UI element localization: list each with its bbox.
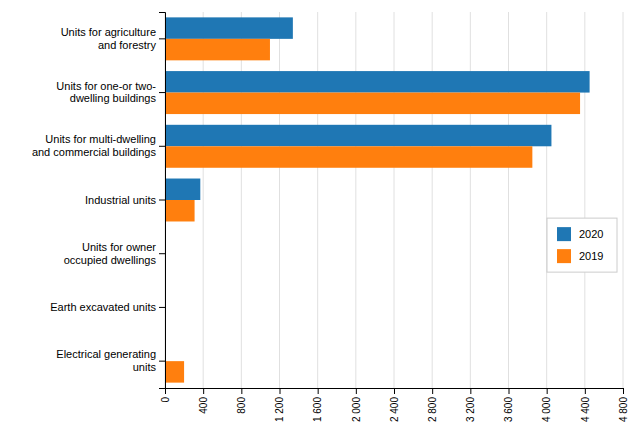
tick-label: Units for owneroccupied dwellings xyxy=(64,241,157,266)
tick-mark xyxy=(356,388,357,394)
bar-series xyxy=(165,39,580,383)
tick-mark xyxy=(159,38,165,39)
tick-mark xyxy=(547,388,548,394)
bar xyxy=(165,125,551,146)
tick: Industrial units xyxy=(85,194,165,206)
tick-mark xyxy=(159,253,165,254)
legend-swatch xyxy=(557,249,571,263)
tick-label: 2 800 xyxy=(427,397,438,422)
legend-frame xyxy=(547,218,617,272)
grid-line xyxy=(546,12,547,388)
tick-label: 4 000 xyxy=(541,397,552,422)
grid-line xyxy=(470,12,471,388)
tick-mark xyxy=(159,307,165,308)
tick-label: Units for one-or two-dwelling buildings xyxy=(56,80,156,105)
tick-mark xyxy=(432,388,433,394)
tick: 400 xyxy=(198,388,209,414)
tick: Units for one-or two-dwelling buildings xyxy=(56,80,165,105)
bar xyxy=(165,93,580,114)
tick: 800 xyxy=(236,388,247,414)
tick: 0 xyxy=(160,388,171,403)
bar xyxy=(165,39,270,60)
axis-line xyxy=(159,13,166,389)
tick: 2 000 xyxy=(351,388,362,422)
tick: 1 600 xyxy=(312,388,323,422)
tick-label: Industrial units xyxy=(85,194,156,206)
tick-mark xyxy=(318,388,319,394)
tick-mark xyxy=(509,388,510,394)
bar xyxy=(165,200,195,221)
bars xyxy=(165,17,590,382)
grid-line xyxy=(317,12,318,388)
tick: 3 600 xyxy=(503,388,514,422)
tick-label: 2 400 xyxy=(389,397,400,422)
grid-line xyxy=(623,12,624,388)
tick-label: Earth excavated units xyxy=(50,301,156,313)
tick: Electrical generatingunits xyxy=(56,348,165,373)
tick: Units for agricultureand forestry xyxy=(61,26,165,51)
tick-mark xyxy=(280,388,281,394)
tick: 1 200 xyxy=(274,388,285,422)
tick-label: 400 xyxy=(198,397,209,414)
tick-label: Units for multi-dwellingand commercial b… xyxy=(32,133,157,158)
grid-line xyxy=(241,12,242,388)
tick-mark xyxy=(470,388,471,394)
tick-mark xyxy=(203,388,204,394)
bar xyxy=(165,17,293,38)
tick-label: Electrical generatingunits xyxy=(56,348,156,373)
tick-label: Units for agricultureand forestry xyxy=(61,26,157,51)
tick-label: 1 600 xyxy=(312,397,323,422)
tick-mark xyxy=(623,388,624,394)
tick: 3 200 xyxy=(465,388,476,422)
tick-mark xyxy=(585,388,586,394)
bar xyxy=(165,71,590,92)
tick-mark xyxy=(159,200,165,201)
tick-mark xyxy=(159,92,165,93)
bar xyxy=(165,361,184,382)
bar xyxy=(165,146,532,167)
grid-line xyxy=(279,12,280,388)
tick-label: 4 800 xyxy=(618,397,629,422)
tick: Units for multi-dwellingand commercial b… xyxy=(32,133,165,158)
axis-line xyxy=(166,389,624,395)
grid-line xyxy=(394,12,395,388)
tick: Earth excavated units xyxy=(50,301,165,313)
bar xyxy=(165,179,200,200)
legend-label: 2020 xyxy=(579,228,603,240)
grid-line xyxy=(355,12,356,388)
tick: 2 400 xyxy=(389,388,400,422)
bar-series xyxy=(165,17,590,361)
y-axis: Units for agricultureand forestry Units f… xyxy=(32,13,166,389)
tick-label: 4 400 xyxy=(580,397,591,422)
grid-line xyxy=(584,12,585,388)
legend-entry: 2019 xyxy=(557,249,603,263)
x-axis: 0 400 800 1 200 1 600 2 000 2 400 2 800 3 200 3 6… xyxy=(160,388,629,422)
tick-label: 0 xyxy=(160,397,171,403)
tick: Units for owneroccupied dwellings xyxy=(64,241,165,266)
tick-mark xyxy=(241,388,242,394)
grid-line xyxy=(203,12,204,388)
tick-label: 3 600 xyxy=(503,397,514,422)
tick: 4 400 xyxy=(580,388,591,422)
grid xyxy=(165,12,623,388)
grid-line xyxy=(432,12,433,388)
legend-entry: 2020 xyxy=(557,227,603,241)
chart: 0 400 800 1 200 1 600 2 000 2 400 2 800 3 200 3 6… xyxy=(0,0,643,438)
tick-label: 3 200 xyxy=(465,397,476,422)
tick-mark xyxy=(394,388,395,394)
tick-label: 2 000 xyxy=(351,397,362,422)
legend-label: 2019 xyxy=(579,250,603,262)
tick: 4 800 xyxy=(618,388,629,422)
tick-label: 800 xyxy=(236,397,247,414)
legend-swatch xyxy=(557,227,571,241)
legend: 2020 2019 xyxy=(547,218,617,272)
tick: 2 800 xyxy=(427,388,438,422)
grid-line xyxy=(508,12,509,388)
plot: 0 400 800 1 200 1 600 2 000 2 400 2 800 3 200 3 6… xyxy=(32,12,629,422)
tick-mark xyxy=(159,361,165,362)
tick: 4 000 xyxy=(541,388,552,422)
tick-label: 1 200 xyxy=(274,397,285,422)
tick-mark xyxy=(159,146,165,147)
